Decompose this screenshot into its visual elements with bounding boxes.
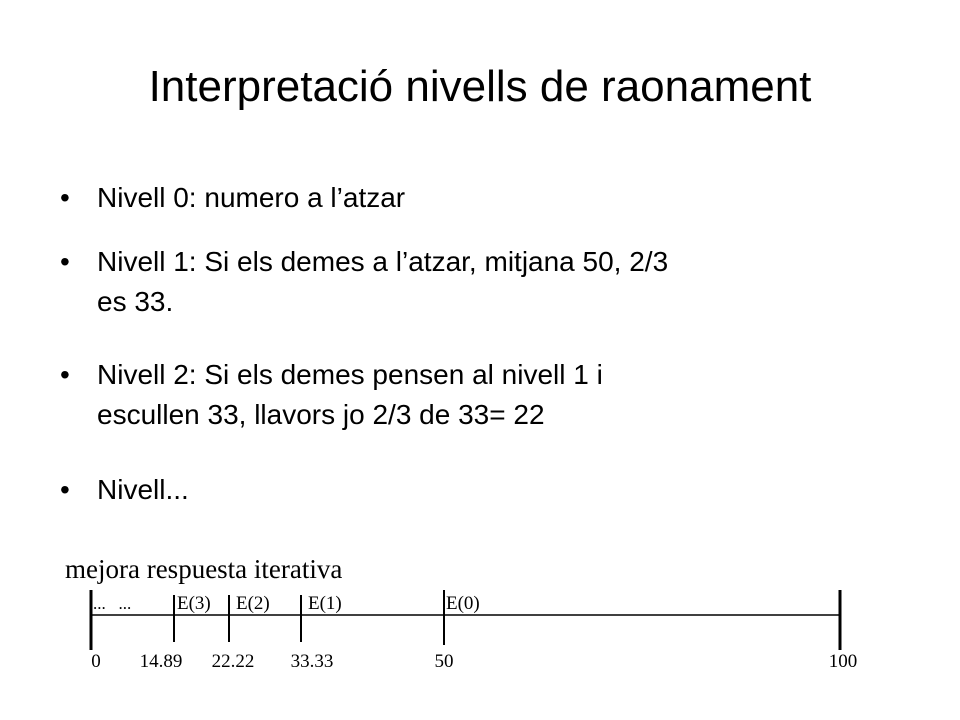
bullet-dot: • [60, 359, 70, 390]
tick-label: 22.22 [212, 651, 255, 672]
bullet-text: es 33. [97, 286, 174, 317]
segment-label: ... ... [93, 594, 131, 613]
diagram-label: mejora respuesta iterativa [65, 554, 342, 584]
bullet-dot: • [60, 246, 70, 277]
tick-label: 100 [829, 651, 858, 672]
bullet: • Nivell 0: numero a l’atzar [60, 178, 405, 218]
bullet-text: Nivell 1: Si els demes a l’atzar, mitjan… [97, 246, 669, 277]
bullet-text: Nivell 2: Si els demes pensen al nivell … [97, 359, 603, 390]
segment-label: E(3) [177, 593, 211, 614]
bullet-dot: • [60, 474, 70, 505]
segment-label: E(1) [308, 593, 342, 614]
bullet: • Nivell 2: Si els demes pensen al nivel… [60, 355, 603, 435]
bullet-text: Nivell 0: numero a l’atzar [97, 182, 406, 213]
bullet: • Nivell 1: Si els demes a l’atzar, mitj… [60, 242, 668, 322]
bullet-text: Nivell... [97, 474, 189, 505]
bullet-dot: • [60, 182, 70, 213]
slide-title: Interpretació nivells de raonament [148, 62, 812, 111]
bullet-text: escullen 33, llavors jo 2/3 de 33= 22 [97, 399, 545, 430]
segment-label: E(2) [236, 593, 270, 614]
tick-label: 50 [435, 651, 454, 672]
tick-label: 0 [91, 651, 101, 672]
segment-label: E(0) [446, 593, 480, 614]
tick-label: 14.89 [140, 651, 183, 672]
tick-label: 33.33 [291, 651, 334, 672]
bullet: • Nivell... [60, 470, 189, 510]
